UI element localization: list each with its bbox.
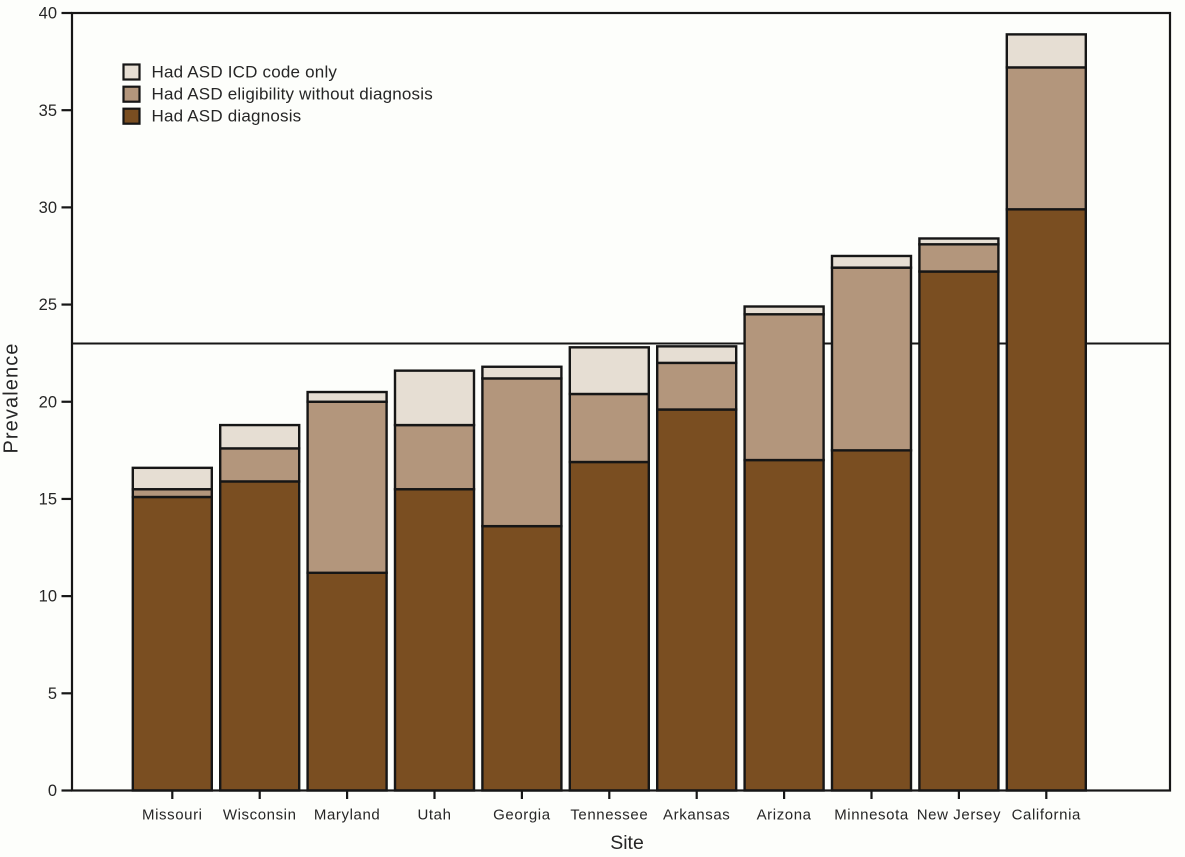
svg-text:Had ASD eligibility without di: Had ASD eligibility without diagnosis [152, 85, 433, 104]
svg-text:Georgia: Georgia [493, 807, 551, 824]
svg-text:5: 5 [48, 685, 57, 703]
svg-text:Prevalence: Prevalence [1, 342, 23, 453]
svg-text:30: 30 [39, 199, 57, 217]
svg-text:California: California [1012, 807, 1081, 824]
svg-text:Wisconsin: Wisconsin [223, 807, 297, 824]
svg-text:35: 35 [39, 102, 57, 120]
svg-text:Utah: Utah [417, 807, 451, 824]
svg-text:10: 10 [39, 588, 57, 606]
svg-text:20: 20 [39, 393, 57, 411]
svg-text:15: 15 [39, 491, 57, 509]
svg-text:40: 40 [39, 5, 57, 23]
svg-text:Arkansas: Arkansas [663, 807, 730, 824]
svg-text:0: 0 [48, 782, 57, 800]
svg-text:New Jersey: New Jersey [917, 807, 1001, 824]
svg-text:Had ASD diagnosis: Had ASD diagnosis [152, 107, 302, 126]
svg-text:Minnesota: Minnesota [834, 807, 909, 824]
svg-text:Site: Site [610, 832, 644, 854]
svg-text:Maryland: Maryland [314, 807, 381, 824]
svg-text:Arizona: Arizona [757, 807, 812, 824]
svg-text:Missouri: Missouri [142, 807, 203, 824]
svg-text:Had ASD ICD code only: Had ASD ICD code only [152, 63, 338, 82]
svg-text:Tennessee: Tennessee [570, 807, 648, 824]
svg-text:25: 25 [39, 296, 57, 314]
